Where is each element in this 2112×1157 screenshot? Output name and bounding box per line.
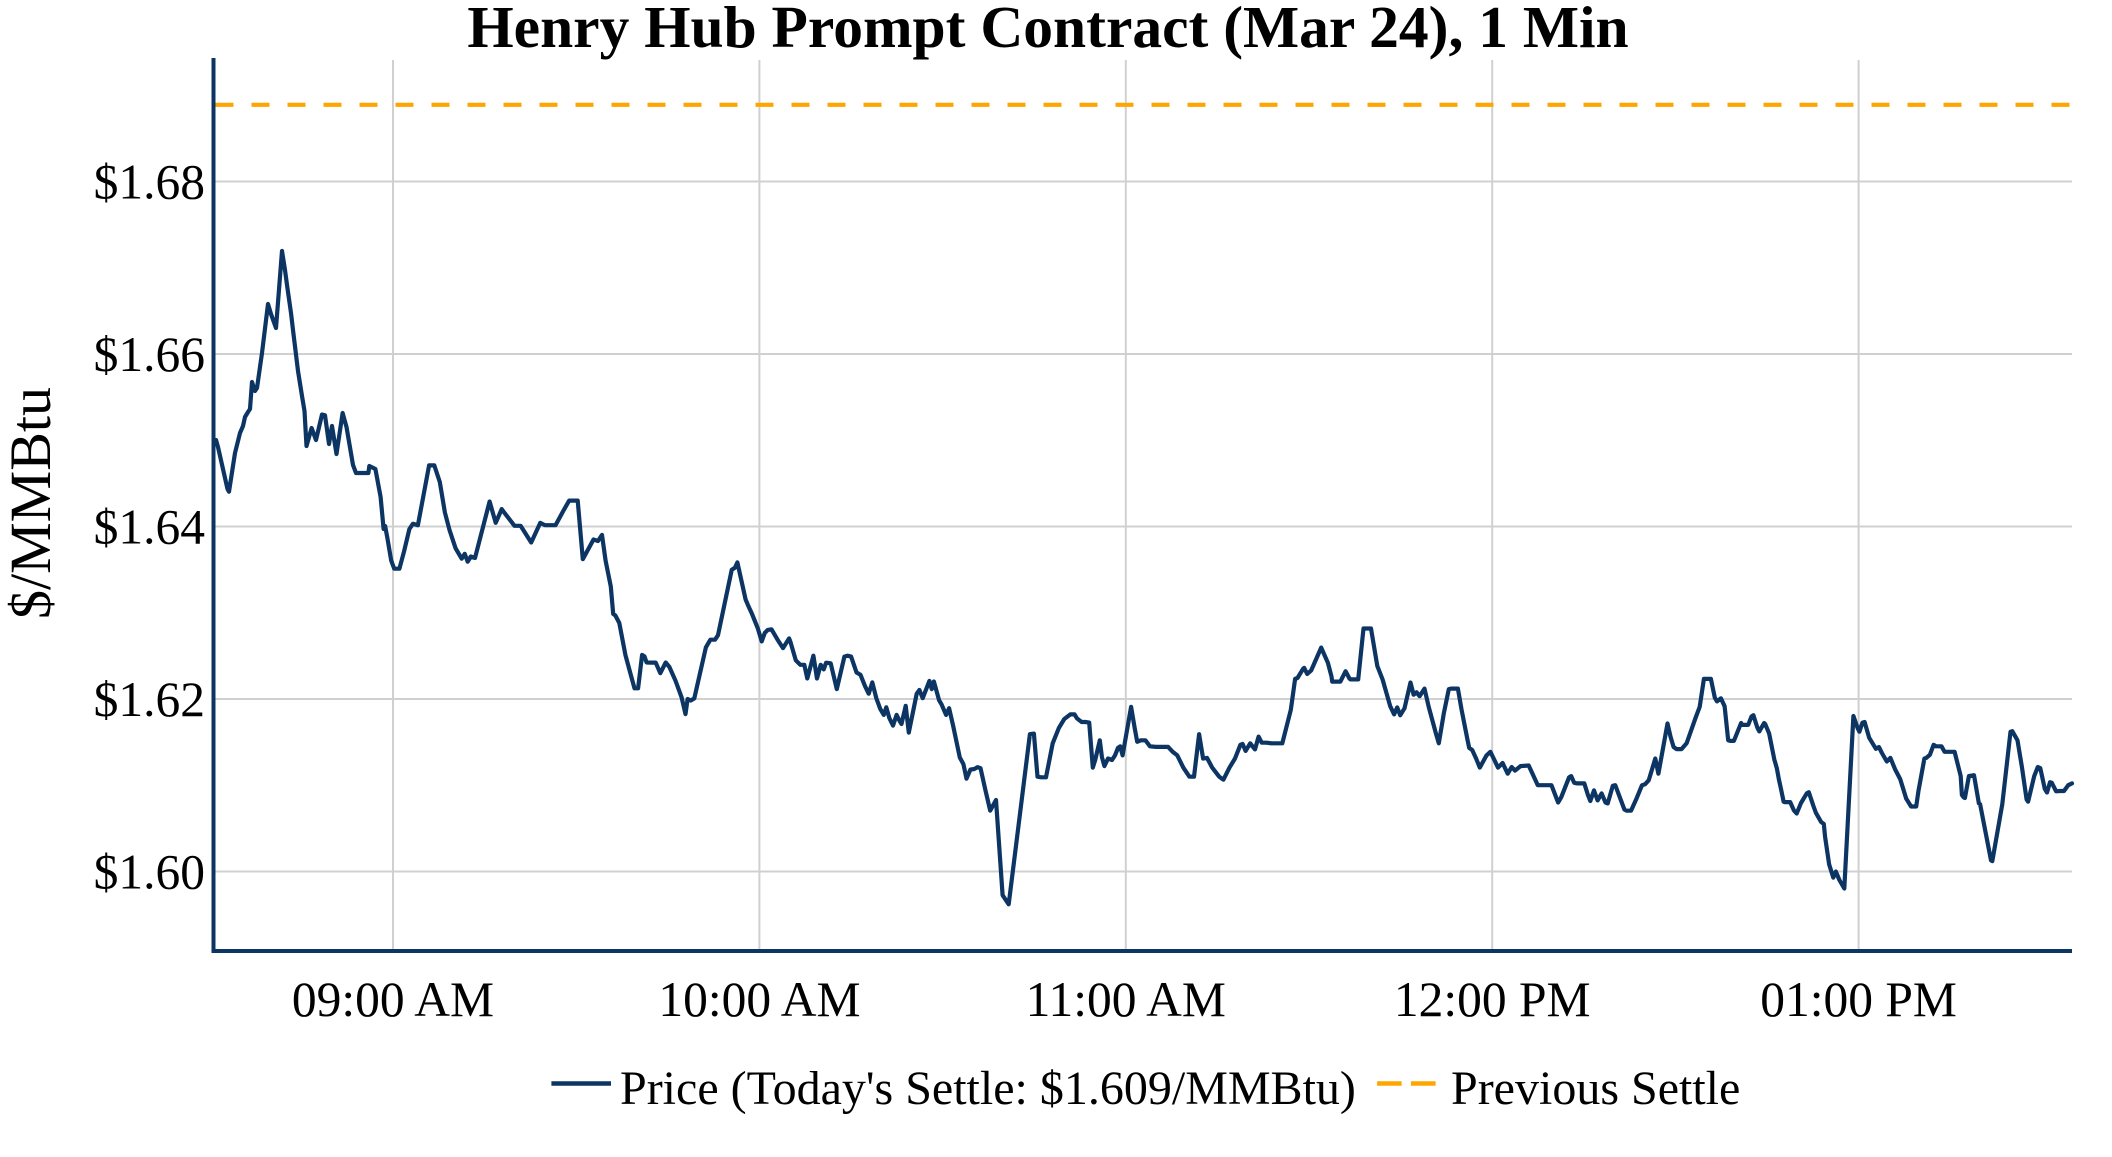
svg-text:$1.64: $1.64 — [94, 500, 205, 555]
svg-text:$1.66: $1.66 — [94, 327, 205, 382]
svg-text:$1.60: $1.60 — [94, 845, 205, 900]
svg-text:Henry Hub Prompt Contract (Mar: Henry Hub Prompt Contract (Mar 24), 1 Mi… — [467, 0, 1628, 60]
svg-text:01:00 PM: 01:00 PM — [1760, 972, 1957, 1027]
svg-text:09:00 AM: 09:00 AM — [292, 972, 494, 1027]
svg-text:$/MMBtu: $/MMBtu — [0, 387, 63, 619]
svg-text:10:00 AM: 10:00 AM — [658, 972, 860, 1027]
svg-text:12:00 PM: 12:00 PM — [1394, 972, 1591, 1027]
svg-text:11:00 AM: 11:00 AM — [1026, 972, 1226, 1027]
svg-text:Previous Settle: Previous Settle — [1451, 1062, 1740, 1115]
svg-text:$1.68: $1.68 — [94, 155, 205, 210]
svg-text:Price (Today's Settle: $1.609/: Price (Today's Settle: $1.609/MMBtu) — [620, 1062, 1356, 1115]
svg-text:$1.62: $1.62 — [94, 672, 205, 727]
